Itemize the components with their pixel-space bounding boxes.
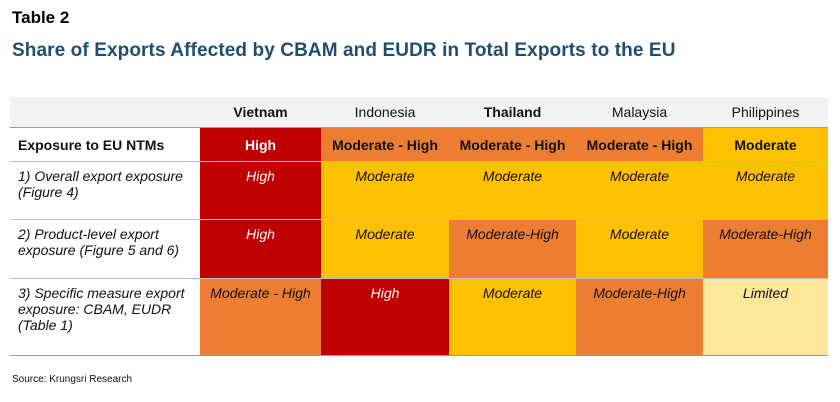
column-header-malaysia: Malaysia [576,97,703,128]
cell-overall-indonesia: Moderate [321,161,449,220]
cell-overall-malaysia: Moderate [576,161,703,220]
table-title: Share of Exports Affected by CBAM and EU… [12,40,676,61]
column-header-philippines: Philippines [703,97,828,128]
cell-product-thailand: Moderate-High [449,219,576,279]
table-row-specific: 3) Specific measure export exposure: CBA… [10,278,828,356]
cell-product-indonesia: Moderate [321,219,449,279]
row-label-overall: 1) Overall export exposure (Figure 4) [10,161,200,220]
cell-exposure-philippines: Moderate [703,127,828,162]
cell-product-vietnam: High [200,219,321,279]
cell-exposure-malaysia: Moderate - High [576,127,703,162]
exposure-table: Vietnam Indonesia Thailand Malaysia Phil… [10,97,828,356]
cell-exposure-indonesia: Moderate - High [321,127,449,162]
cell-product-malaysia: Moderate [576,219,703,279]
cell-specific-vietnam: Moderate - High [200,278,321,356]
cell-specific-thailand: Moderate [449,278,576,356]
cell-specific-philippines: Limited [703,278,828,356]
column-header-indonesia: Indonesia [321,97,449,128]
header-corner [10,97,200,128]
cell-product-philippines: Moderate-High [703,219,828,279]
exposure-row: Exposure to EU NTMs High Moderate - High… [10,127,828,162]
row-label-exposure: Exposure to EU NTMs [10,127,200,162]
table-row-overall: 1) Overall export exposure (Figure 4) Hi… [10,161,828,220]
cell-exposure-thailand: Moderate - High [449,127,576,162]
row-label-specific: 3) Specific measure export exposure: CBA… [10,278,200,356]
source-note: Source: Krungsri Research [12,374,133,385]
cell-overall-philippines: Moderate [703,161,828,220]
row-label-product: 2) Product-level export exposure (Figure… [10,219,200,279]
column-header-vietnam: Vietnam [200,97,321,128]
header-row: Vietnam Indonesia Thailand Malaysia Phil… [10,97,828,128]
column-header-thailand: Thailand [449,97,576,128]
cell-overall-vietnam: High [200,161,321,220]
cell-exposure-vietnam: High [200,127,321,162]
table-row-product: 2) Product-level export exposure (Figure… [10,219,828,279]
cell-overall-thailand: Moderate [449,161,576,220]
cell-specific-indonesia: High [321,278,449,356]
table-label: Table 2 [12,8,70,27]
cell-specific-malaysia: Moderate-High [576,278,703,356]
